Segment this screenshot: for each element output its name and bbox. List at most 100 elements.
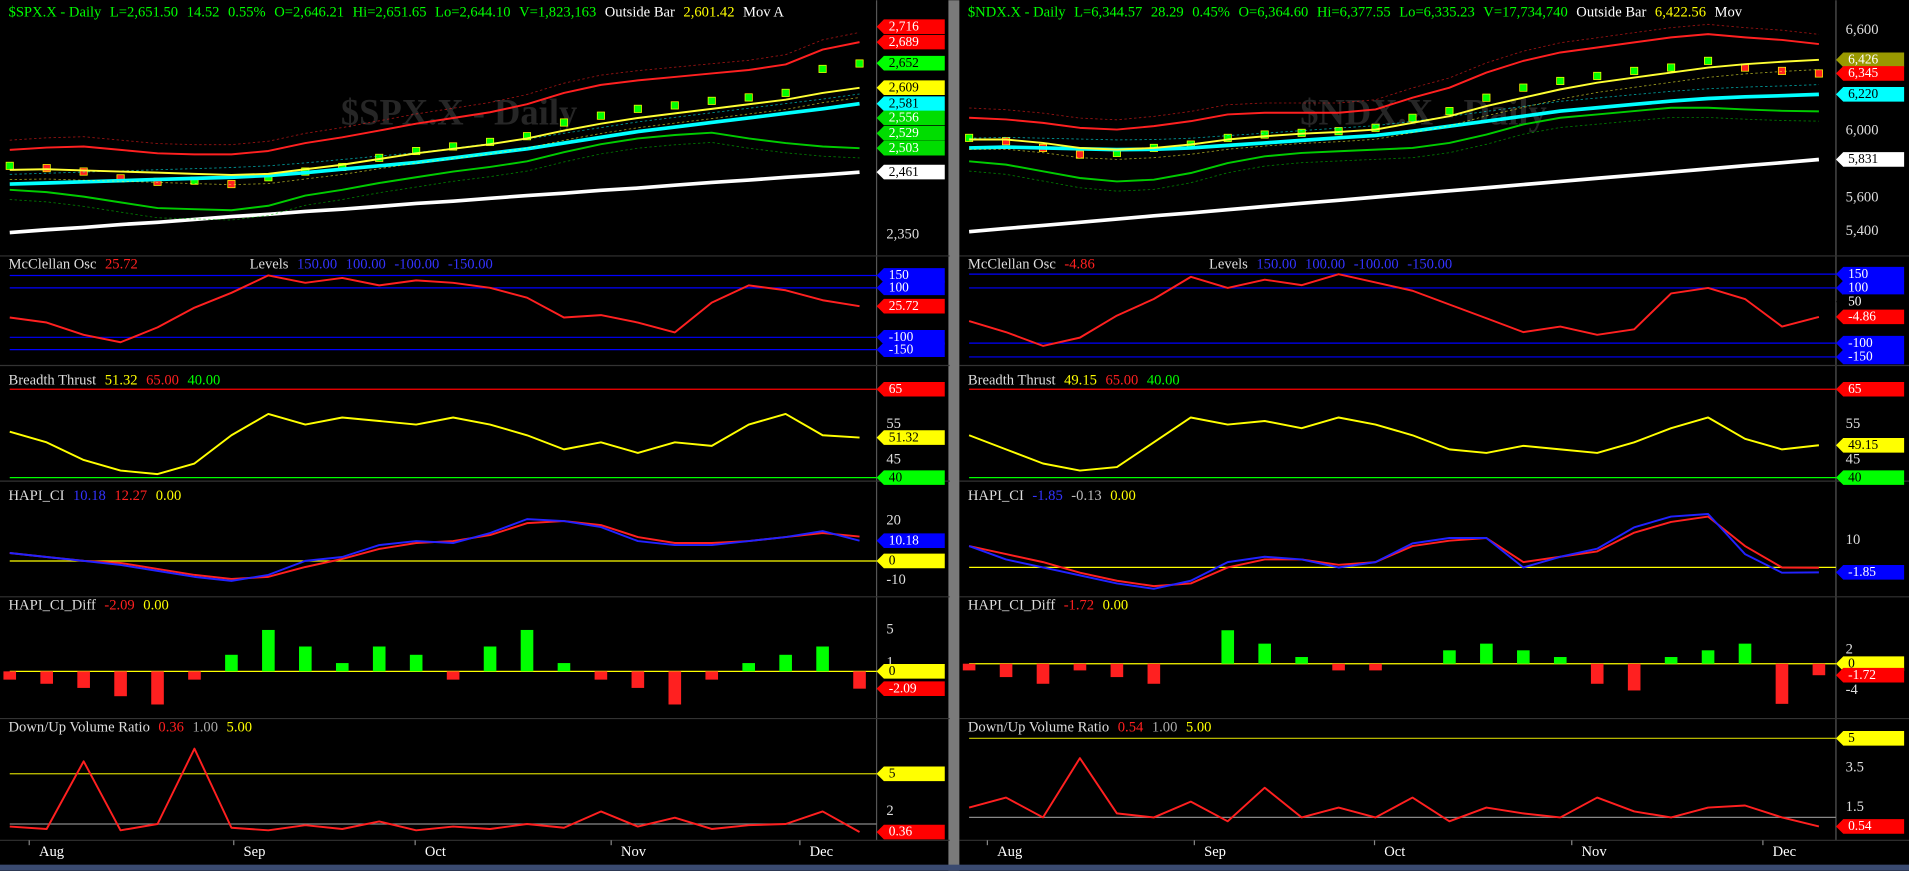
value-tag-label: 5 [1848,730,1855,745]
header-part: Mov A [743,5,784,21]
bar [335,663,349,672]
candle [1593,71,1602,80]
value-tag [876,126,945,141]
value-tag-label: 2,581 [889,95,919,110]
watermark: $SPX.X - Daily [341,91,577,132]
header-part: O=6,364.60 [1238,5,1308,21]
header-part: Levels [1209,257,1248,273]
y-tick-label: 1.5 [1846,799,1864,815]
header-part: HAPI_CI [9,488,65,504]
series-line [968,515,1819,588]
candle [1814,69,1823,78]
window-divider [948,0,960,871]
bar [816,646,829,672]
header-part: 0.45% [1192,5,1230,21]
bar [742,663,755,672]
value-tag [876,55,945,71]
header-part: L=6,344.57 [1074,5,1142,21]
header-part: 100.00 [346,257,386,273]
band-shadow [9,31,860,146]
bar [1036,663,1050,684]
value-tag [876,766,945,782]
bar [1480,643,1493,664]
candle [522,132,532,141]
bar [1775,663,1789,704]
value-tag-label: -150 [1848,349,1873,364]
value-tag [1835,52,1905,68]
series-line [968,513,1819,590]
panel-header: HAPI_CI_Diff -2.09 0.00 [9,598,169,614]
bar [1258,643,1271,664]
value-tag-label: -150 [889,341,914,356]
value-tag-label: 25.72 [889,298,919,313]
y-tick-label: -10 [886,572,905,588]
value-tag-label: 2,556 [889,110,919,125]
header-part: 0.00 [1103,598,1129,614]
bar [594,671,608,680]
y-tick-label: 45 [1846,451,1861,467]
panel-header: $NDX.X - Daily L=6,344.57 28.29 0.45% O=6,36… [968,5,1743,21]
value-tag-label: 6,220 [1848,86,1878,101]
y-tick-label: 2 [1846,642,1853,658]
panel-header: McClellan Osc -4.86 [968,257,1095,273]
header-part: $SPX.X - Daily [9,5,103,21]
header-part: 150.00 [1256,257,1296,273]
header-part: 40.00 [187,373,220,389]
bar [1590,663,1604,684]
bar [520,629,534,672]
candle [781,88,790,97]
header-part: 1.00 [192,720,218,736]
header-part: 150.00 [297,257,337,273]
value-tag-label: 40 [889,469,903,484]
header-part: HAPI_CI_Diff [968,598,1055,614]
header-part: Down/Up Volume Ratio [9,720,150,736]
value-tag [876,164,945,180]
bar [372,646,386,672]
bar [446,671,460,680]
candle [1519,83,1528,92]
bar [557,663,571,672]
value-tag [876,664,945,679]
header-part: 100.00 [1305,257,1345,273]
value-tag [876,140,945,156]
value-tag [876,470,945,485]
bottom-border [0,864,1909,871]
y-tick-label: -4 [1846,682,1859,698]
header-part: V=17,734,740 [1483,5,1567,21]
header-part: Levels [250,257,289,273]
panel: 20 -10 10.18 0 HAPI_CI 10.18 12.27 0.00 [0,488,950,598]
panel-header: McClellan Osc 25.72 [9,257,138,273]
value-tag-label: -1.85 [1848,564,1876,579]
bar [1221,630,1235,664]
value-tag [1835,381,1905,397]
header-part: 6,422.56 [1655,5,1706,21]
value-tag [876,268,945,283]
bar [262,629,275,672]
panel: 45 55 65 49.15 40 Breadth Thrust 49.15 65.00 40.… [959,373,1909,485]
series-line [969,58,1819,151]
value-tag-label: 6,426 [1848,52,1878,67]
y-tick-label: 55 [886,416,901,432]
y-tick-label: 5 [886,621,893,637]
value-tag [876,381,945,397]
value-tag [1835,667,1905,683]
panel: 2 5 0.36 Down/Up Volume Ratio 0.36 1.00 5.00 [0,720,950,841]
series-line [9,747,861,833]
y-tick-label: 6,600 [1846,22,1879,38]
value-tag [876,681,945,696]
candle [707,96,716,105]
panel-header: HAPI_CI 10.18 12.27 0.00 [9,488,182,504]
value-tag-label: 2,503 [889,140,919,155]
header-part: 2,601.42 [683,5,734,21]
series-line [9,518,860,582]
y-tick-label: 20 [886,512,901,528]
value-tag-label: 65 [1848,381,1862,396]
header-part: 14.52 [187,5,220,21]
value-tag [1835,731,1905,746]
candle [449,142,458,151]
header-part: 65.00 [1105,373,1138,389]
candle [5,161,14,170]
header-part: HAPI_CI_Diff [9,598,96,614]
